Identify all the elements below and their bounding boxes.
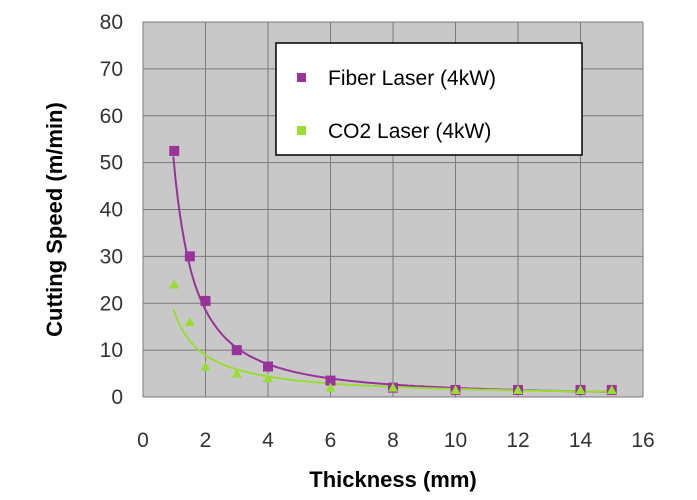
legend-label-fiber: Fiber Laser (4kW)	[328, 67, 496, 90]
y-tick-label: 30	[100, 245, 123, 268]
data-point-co2	[575, 384, 586, 394]
data-point-fiber	[325, 375, 336, 386]
x-tick-label: 8	[387, 429, 399, 452]
data-point-co2	[325, 382, 336, 392]
legend: Fiber Laser (4kW) CO2 Laser (4kW)	[275, 42, 583, 156]
x-tick-label: 12	[506, 429, 529, 452]
y-tick-label: 20	[100, 292, 123, 315]
y-tick-label: 70	[100, 58, 123, 81]
x-axis-label: Thickness (mm)	[309, 467, 477, 492]
data-point-co2	[263, 373, 273, 383]
y-tick-label: 50	[100, 152, 123, 175]
data-markers	[169, 145, 617, 395]
x-tick-label: 4	[262, 429, 274, 452]
legend-swatch-co2	[297, 126, 306, 135]
y-tick-labels: 0 10 20 30 40 50 60 70 80	[100, 11, 123, 409]
x-tick-label: 10	[444, 429, 467, 452]
data-point-co2	[513, 384, 523, 394]
data-point-co2	[450, 384, 461, 394]
x-tick-labels: 0 2 4 6 8 10 12 14 16	[137, 429, 655, 452]
data-point-fiber	[263, 361, 273, 372]
data-point-fiber	[184, 251, 195, 262]
data-point-co2	[606, 384, 617, 394]
x-tick-label: 0	[137, 429, 149, 452]
y-tick-label: 40	[100, 199, 123, 222]
data-point-fiber	[169, 145, 180, 156]
data-point-co2	[388, 382, 398, 392]
y-axis-label: Cutting Speed (m/min)	[42, 102, 67, 337]
x-tick-label: 6	[325, 429, 337, 452]
data-point-fiber	[231, 345, 242, 356]
x-tick-label: 2	[200, 429, 212, 452]
legend-swatch-fiber	[297, 73, 306, 82]
legend-box	[275, 42, 583, 156]
y-tick-label: 60	[100, 105, 123, 128]
data-point-co2	[200, 361, 211, 371]
x-tick-label: 16	[631, 429, 654, 452]
data-point-co2	[169, 279, 180, 289]
data-point-co2	[184, 317, 195, 326]
data-point-co2	[231, 368, 242, 378]
y-tick-label: 0	[111, 386, 123, 409]
y-tick-label: 10	[100, 339, 123, 362]
x-tick-label: 14	[569, 429, 593, 452]
data-point-fiber	[200, 295, 211, 306]
y-tick-label: 80	[100, 11, 123, 34]
legend-label-co2: CO2 Laser (4kW)	[328, 120, 491, 143]
